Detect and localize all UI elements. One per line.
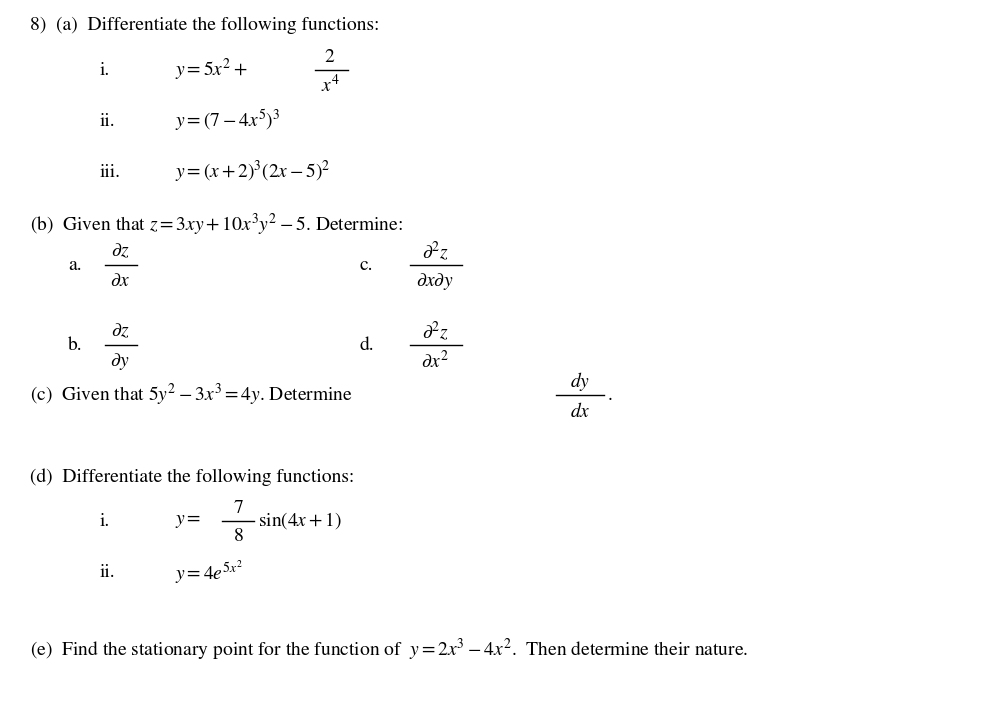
- Text: $dx$: $dx$: [570, 402, 590, 420]
- Text: $\partial x^2$: $\partial x^2$: [421, 350, 449, 372]
- Text: ii.: ii.: [100, 112, 115, 129]
- Text: $\sin(4x+1)$: $\sin(4x+1)$: [258, 511, 342, 531]
- Text: 8)  (a)  Differentiate the following functions:: 8) (a) Differentiate the following funct…: [30, 16, 380, 34]
- Text: $8$: $8$: [233, 528, 244, 545]
- Text: $\partial z$: $\partial z$: [110, 242, 129, 260]
- Text: $7$: $7$: [233, 500, 244, 516]
- Text: (c)  Given that $5y^2-3x^3=4y$. Determine: (c) Given that $5y^2-3x^3=4y$. Determine: [30, 382, 353, 408]
- Text: b.: b.: [68, 337, 83, 354]
- Text: $\partial^2 z$: $\partial^2 z$: [421, 240, 448, 263]
- Text: $\partial x$: $\partial x$: [110, 272, 130, 290]
- Text: $y = (x+2)^3(2x-5)^2$: $y = (x+2)^3(2x-5)^2$: [175, 159, 331, 185]
- Text: $y = 5x^2 +$: $y = 5x^2 +$: [175, 57, 248, 83]
- Text: $\partial^2 z$: $\partial^2 z$: [421, 319, 448, 342]
- Text: (b)  Given that $z = 3xy+10x^3y^2-5$. Determine:: (b) Given that $z = 3xy+10x^3y^2-5$. Det…: [30, 212, 404, 238]
- Text: .: .: [608, 386, 613, 403]
- Text: $x^4$: $x^4$: [320, 74, 340, 96]
- Text: (e)  Find the stationary point for the function of  $y = 2x^3-4x^2$.  Then deter: (e) Find the stationary point for the fu…: [30, 637, 748, 663]
- Text: (d)  Differentiate the following functions:: (d) Differentiate the following function…: [30, 468, 354, 485]
- Text: $dy$: $dy$: [570, 370, 590, 393]
- Text: a.: a.: [68, 257, 82, 274]
- Text: i.: i.: [100, 61, 110, 79]
- Text: $y =$: $y =$: [175, 513, 202, 530]
- Text: $y = (7-4x^5)^3$: $y = (7-4x^5)^3$: [175, 108, 280, 134]
- Text: d.: d.: [360, 337, 375, 354]
- Text: i.: i.: [100, 513, 110, 530]
- Text: ii.: ii.: [100, 563, 115, 581]
- Text: $\partial y$: $\partial y$: [110, 350, 130, 372]
- Text: iii.: iii.: [100, 164, 121, 181]
- Text: $2$: $2$: [324, 49, 336, 66]
- Text: $\partial x \partial y$: $\partial x \partial y$: [416, 270, 453, 292]
- Text: $y = 4e^{5x^2}$: $y = 4e^{5x^2}$: [175, 558, 244, 586]
- Text: $\partial z$: $\partial z$: [110, 322, 129, 340]
- Text: c.: c.: [360, 257, 374, 274]
